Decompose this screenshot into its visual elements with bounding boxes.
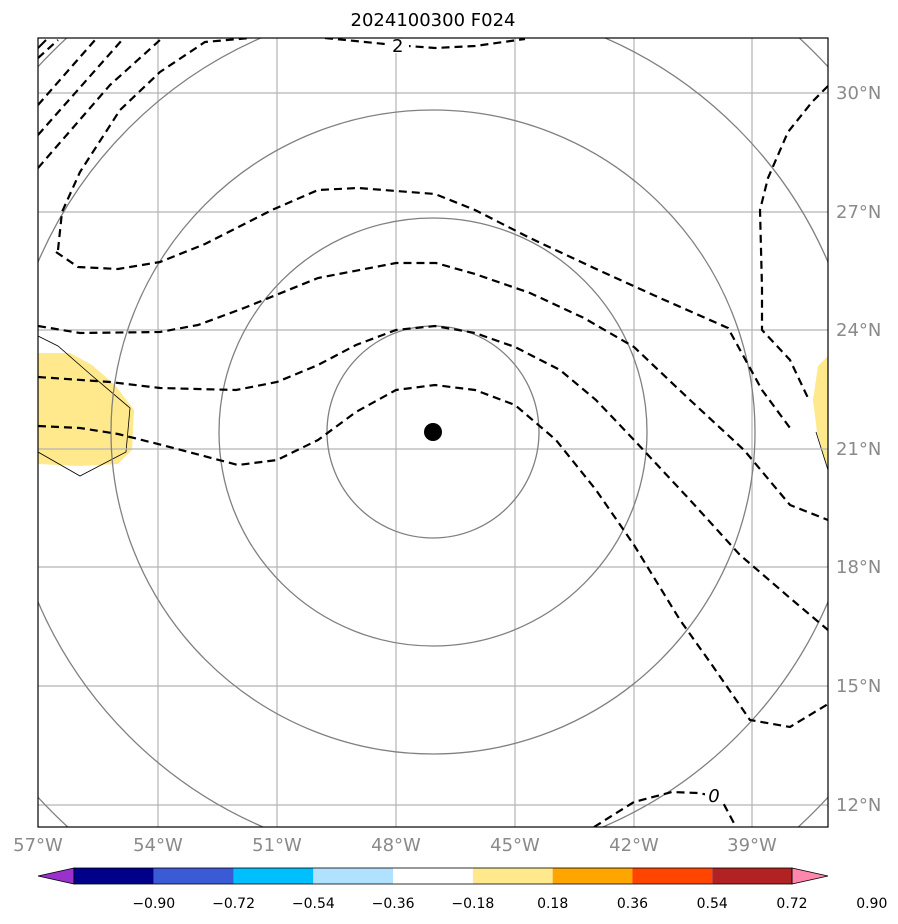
lon-label: 51°W — [252, 835, 302, 856]
dashed-contours — [38, 38, 828, 827]
contour-b — [38, 261, 828, 522]
colorbar-segment — [233, 868, 314, 884]
colorbar-extend-high — [791, 867, 829, 885]
contour-zero — [593, 790, 737, 827]
contour-label-2-bg — [389, 38, 409, 53]
anomaly-fill-east — [813, 356, 828, 470]
contour-label-2: 2 — [392, 36, 403, 57]
contour-nw-4 — [38, 39, 161, 169]
colorbar-segment — [74, 868, 154, 884]
colorbar-tick-label: −0.18 — [451, 896, 494, 912]
island-outline-east — [815, 431, 828, 471]
colorbar-segment — [153, 868, 234, 884]
lon-label: 54°W — [133, 835, 183, 856]
contour-nw-2 — [38, 39, 96, 106]
colorbar-tick-label: −0.54 — [292, 896, 335, 912]
colorbar-tick-label: −0.72 — [212, 896, 255, 912]
lat-label: 12°N — [836, 795, 881, 816]
latitude-labels: 30°N 27°N 24°N 21°N 18°N 15°N 12°N — [836, 83, 881, 816]
contour-d — [38, 383, 828, 729]
contour-label-0-bg — [705, 785, 723, 803]
colorbar-tick-label: −0.90 — [132, 896, 175, 912]
colorbar-segment — [632, 868, 713, 884]
contour-c — [38, 324, 828, 631]
contour-nw-5 — [56, 38, 251, 251]
lat-label: 18°N — [836, 557, 881, 578]
colorbar-tick-labels: −0.90 −0.72 −0.54 −0.36 −0.18 0.18 0.36 … — [132, 896, 887, 912]
solid-contour-nw — [38, 39, 47, 49]
contour-east — [758, 85, 828, 399]
storm-center-marker — [424, 423, 442, 441]
colorbar-segment — [313, 868, 394, 884]
colorbar-tick-label: 0.54 — [697, 896, 728, 912]
colorbar-tick-label: 0.18 — [537, 896, 568, 912]
contour-nw-1 — [38, 39, 59, 59]
lat-label: 15°N — [836, 676, 881, 697]
colorbar-tick-label: −0.36 — [372, 896, 415, 912]
range-ring-2 — [218, 217, 648, 647]
colorbar-segment — [472, 868, 553, 884]
longitude-labels: 57°W 54°W 51°W 48°W 45°W 42°W 39°W — [13, 835, 777, 856]
lat-label: 21°N — [836, 439, 881, 460]
contour-top — [324, 38, 526, 50]
lat-label: 24°N — [836, 320, 881, 341]
island-outline-west — [38, 335, 131, 477]
colorbar-segment — [712, 868, 792, 884]
range-ring-3 — [110, 109, 756, 755]
lat-label: 30°N — [836, 83, 881, 104]
colorbar-extend-low — [37, 867, 75, 885]
colorbar-tick-label: 0.90 — [856, 896, 887, 912]
lon-label: 57°W — [13, 835, 63, 856]
colorbar-segment — [552, 868, 633, 884]
lon-label: 42°W — [609, 835, 659, 856]
lon-label: 45°W — [490, 835, 540, 856]
colorbar — [37, 867, 829, 885]
colorbar-tick-label: 0.36 — [617, 896, 648, 912]
map-title: 2024100300 F024 — [351, 10, 516, 31]
map-frame — [37, 37, 829, 828]
lat-label: 27°N — [836, 202, 881, 223]
lon-label: 39°W — [727, 835, 777, 856]
lon-label: 48°W — [371, 835, 421, 856]
colorbar-tick-label: 0.72 — [776, 896, 807, 912]
colorbar-outline — [73, 867, 793, 885]
contour-nw-3 — [38, 39, 123, 136]
contour-label-0: 0 — [708, 786, 719, 807]
colorbar-segment — [393, 868, 473, 884]
